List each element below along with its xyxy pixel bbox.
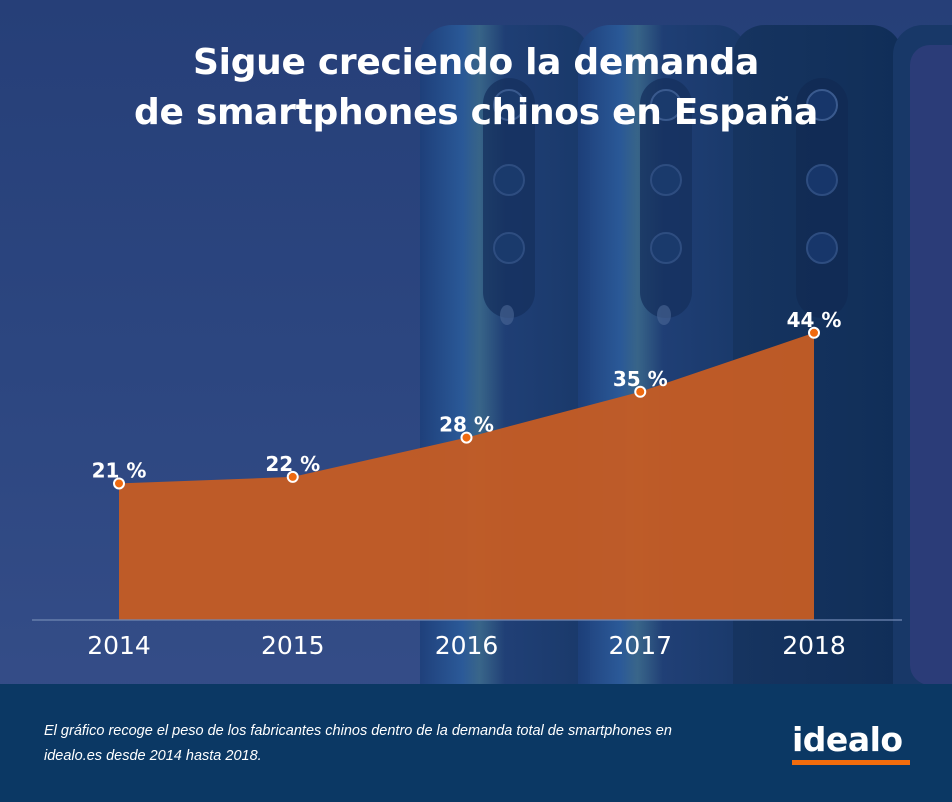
x-tick-label-2016: 2016 — [435, 631, 499, 660]
area-series-fill — [119, 332, 814, 620]
chart-title: Sigue creciendo la demanda de smartphone… — [0, 38, 952, 138]
x-tick-label-2018: 2018 — [782, 631, 846, 660]
chart-title-line-1: Sigue creciendo la demanda — [193, 42, 759, 83]
data-point-marker-2016 — [460, 431, 473, 444]
area-chart: 44 %35 %28 %22 %21 %2014 2015 2016 2017 2018 — [32, 326, 902, 660]
chart-caption: El gráfico recoge el peso de los fabrica… — [44, 723, 672, 764]
footer: El gráfico recoge el peso de los fabrica… — [0, 684, 952, 802]
data-point-marker-2015 — [286, 470, 299, 483]
x-tick-label-2014: 2014 — [87, 631, 151, 660]
x-tick-label-2015: 2015 — [261, 631, 325, 660]
data-point-marker-2018 — [808, 326, 820, 339]
idealo-logo-underline — [792, 760, 910, 765]
chart-title-line-2: de smartphones chinos en España — [134, 92, 818, 133]
data-point-marker-2017 — [634, 385, 647, 398]
data-point-marker-2014 — [113, 477, 125, 490]
idealo-logo: idealo — [792, 723, 910, 765]
x-tick-label-2017: 2017 — [608, 631, 672, 660]
idealo-logo-text: idealo — [792, 720, 903, 759]
phone-4 — [893, 25, 952, 684]
